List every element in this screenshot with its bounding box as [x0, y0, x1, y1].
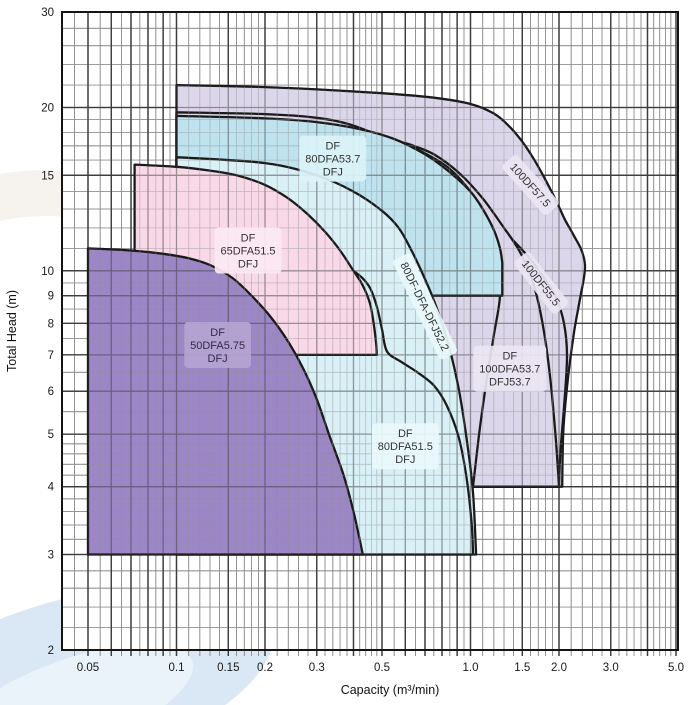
x-tick-label-0.2: 0.2 [257, 662, 273, 674]
y-tick-label-20: 20 [41, 103, 54, 115]
region-label-text: DF 80DFA51.5 DFJ [378, 428, 433, 466]
region-label-100DFA53.7: DF 100DFA53.7 DFJ53.7 [473, 345, 547, 392]
x-tick-label-5.0: 5.0 [668, 662, 684, 674]
y-tick-label-9: 9 [48, 291, 54, 303]
region-label-50DFA5.75: DF 50DFA5.75 DFJ [184, 322, 251, 368]
y-tick-label-7: 7 [48, 350, 54, 362]
region-label-bg [184, 322, 251, 368]
region-label-text: DF 100DFA53.7 DFJ53.7 [479, 351, 540, 389]
region-label-bg [393, 253, 457, 360]
region-label-bg [502, 155, 559, 215]
y-tick-label-10: 10 [41, 266, 54, 278]
y-tick-label-5: 5 [48, 429, 54, 441]
x-tick-label-0.15: 0.15 [217, 662, 239, 674]
region-label-bg [514, 252, 569, 314]
x-tick-label-0.05: 0.05 [77, 662, 99, 674]
region-label-bg [372, 423, 439, 470]
x-tick-label-1.5: 1.5 [514, 662, 530, 674]
y-tick-label-30: 30 [41, 7, 54, 19]
y-tick-label-4: 4 [48, 482, 55, 494]
y-tick-label-2: 2 [48, 645, 54, 657]
y-axis-title: Total Head (m) [5, 290, 19, 372]
x-tick-label-0.5: 0.5 [374, 662, 390, 674]
y-tick-label-8: 8 [48, 318, 54, 330]
region-label-bg [473, 345, 547, 392]
y-tick-label-15: 15 [41, 170, 54, 182]
x-tick-label-0.3: 0.3 [309, 662, 325, 674]
x-tick-label-3.0: 3.0 [603, 662, 619, 674]
y-tick-label-3: 3 [48, 550, 54, 562]
region-label-text: DF 80DFA53.7 DFJ [305, 141, 360, 179]
region-label-80DFA53.7: DF 80DFA53.7 DFJ [299, 135, 367, 182]
region-label-65DFA51.5: DF 65DFA51.5 DFJ [214, 227, 282, 274]
plot-border [61, 11, 679, 651]
region-label-text: DF 50DFA5.75 DFJ [190, 327, 245, 365]
region-label-80DFA51.5: DF 80DFA51.5 DFJ [372, 423, 439, 470]
x-tick-label-1.0: 1.0 [463, 662, 479, 674]
x-axis-title: Capacity (m³/min) [341, 683, 440, 697]
y-tick-label-6: 6 [48, 386, 54, 398]
x-tick-label-0.1: 0.1 [169, 662, 185, 674]
region-label-bg [299, 135, 367, 182]
x-tick-label-2.0: 2.0 [551, 662, 567, 674]
